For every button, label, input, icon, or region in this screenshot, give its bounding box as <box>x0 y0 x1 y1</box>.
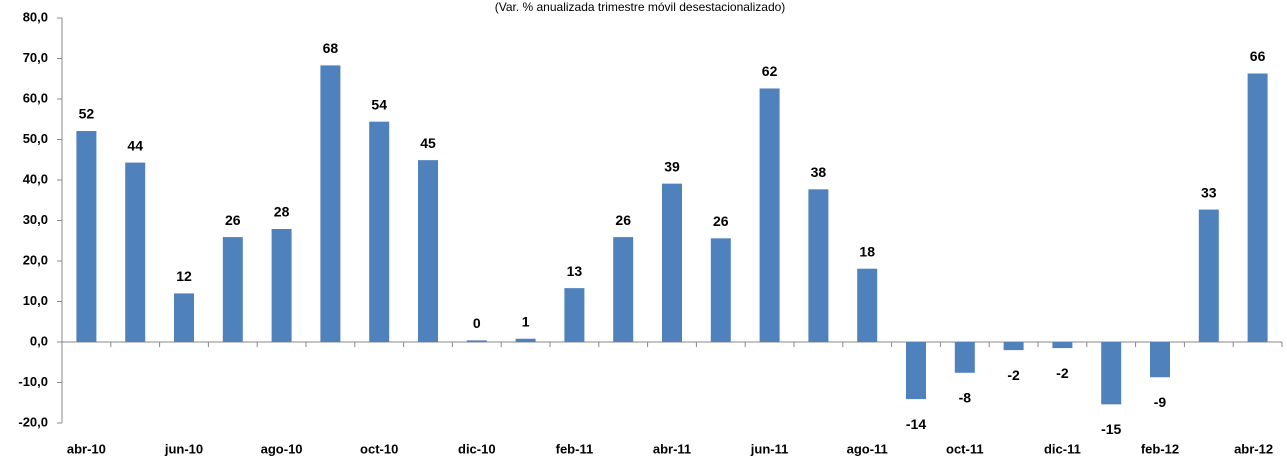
y-tick-label: 0,0 <box>30 333 48 348</box>
bar <box>906 342 926 400</box>
bar <box>466 340 487 342</box>
bar <box>369 121 390 343</box>
value-label: -9 <box>1154 394 1167 410</box>
bar <box>1247 73 1268 343</box>
value-label: -14 <box>906 416 926 432</box>
value-label: 13 <box>567 263 583 279</box>
value-label: 26 <box>713 213 729 229</box>
bar <box>515 338 536 342</box>
value-label: 39 <box>664 158 680 174</box>
bar <box>1052 342 1073 349</box>
value-label: 28 <box>274 204 290 220</box>
value-label: 68 <box>323 40 339 56</box>
bar <box>418 160 438 342</box>
x-tick-label: ago-10 <box>261 441 303 456</box>
bar <box>1150 342 1170 378</box>
bar <box>613 237 634 342</box>
x-tick-label: abr-12 <box>1234 441 1273 456</box>
value-label: -2 <box>1056 365 1069 381</box>
x-tick-label: abr-10 <box>67 441 106 456</box>
bar <box>954 342 975 373</box>
y-tick-label: 50,0 <box>23 131 48 146</box>
bar <box>1198 209 1219 342</box>
x-tick-label: feb-11 <box>556 441 594 456</box>
y-tick-label: 40,0 <box>23 171 48 186</box>
value-label: 1 <box>522 313 530 329</box>
x-tick-label: dic-10 <box>458 441 496 456</box>
bar <box>271 229 292 342</box>
value-label: 18 <box>859 243 875 259</box>
value-label: 0 <box>473 315 481 331</box>
y-tick-label: 60,0 <box>23 90 48 105</box>
y-tick-label: 20,0 <box>23 252 48 267</box>
x-tick-label: oct-10 <box>360 441 398 456</box>
bar <box>76 130 97 342</box>
value-label: 12 <box>176 268 192 284</box>
x-tick-label: dic-11 <box>1044 441 1081 456</box>
value-label: 38 <box>811 164 827 180</box>
bar <box>662 183 682 342</box>
bar <box>320 65 341 342</box>
x-tick-label: abr-11 <box>653 441 691 456</box>
x-tick-label: jun-11 <box>750 441 789 456</box>
y-tick-label: 80,0 <box>23 9 48 24</box>
bar <box>564 288 585 342</box>
bar <box>759 88 780 342</box>
chart-subtitle: (Var. % anualizada trimestre móvil deses… <box>495 0 786 14</box>
bar <box>1101 342 1122 405</box>
value-label: 54 <box>371 96 387 112</box>
y-tick-label: -10,0 <box>18 374 48 389</box>
value-label: 26 <box>225 212 241 228</box>
value-label: -15 <box>1101 421 1121 437</box>
y-tick-label: 70,0 <box>23 50 48 65</box>
bar <box>174 293 194 342</box>
x-tick-label: jun-10 <box>164 441 203 456</box>
bar <box>1003 342 1024 351</box>
bar <box>808 189 829 342</box>
value-label: -8 <box>959 389 972 405</box>
bar <box>222 237 243 342</box>
value-label: 44 <box>127 137 143 153</box>
value-label: 33 <box>1201 184 1217 200</box>
x-tick-label: ago-11 <box>847 441 888 456</box>
x-tick-label: oct-11 <box>946 441 984 456</box>
value-label: 52 <box>79 106 95 122</box>
value-label: 45 <box>420 135 436 151</box>
y-tick-label: -20,0 <box>18 414 48 429</box>
x-tick-label: feb-12 <box>1141 441 1179 456</box>
y-tick-label: 10,0 <box>23 293 48 308</box>
value-label: -2 <box>1007 367 1020 383</box>
value-label: 62 <box>762 63 778 79</box>
value-label: 26 <box>615 212 631 228</box>
value-label: 66 <box>1250 48 1266 64</box>
bar <box>857 268 878 342</box>
y-tick-label: 30,0 <box>23 212 48 227</box>
bar <box>125 162 146 342</box>
bar <box>710 238 731 342</box>
